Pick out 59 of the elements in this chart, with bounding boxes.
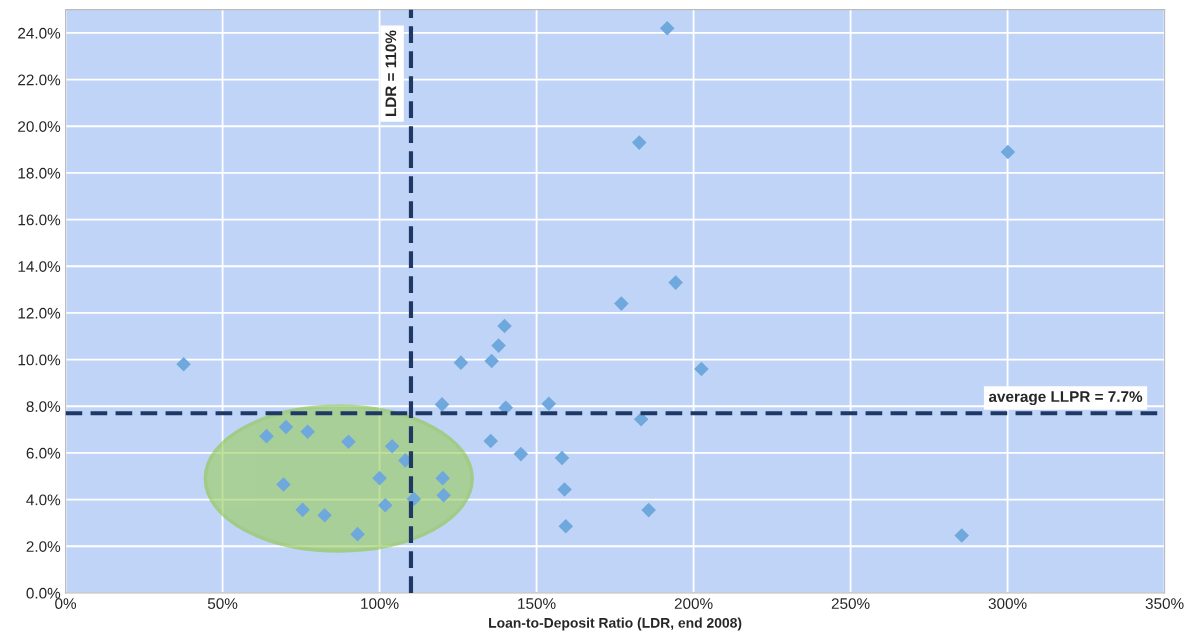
y-tick-label: 6.0% (26, 447, 61, 459)
point (384, 438, 400, 454)
point (484, 353, 499, 369)
x-axis-title: Loan-to-Deposit Ratio (LDR, end 2008) (489, 617, 742, 631)
point (434, 397, 450, 412)
point (317, 507, 332, 523)
point (436, 487, 451, 503)
x-tick-label: 50% (207, 598, 238, 610)
point (513, 446, 529, 462)
point (631, 135, 647, 150)
point (694, 361, 709, 377)
point (300, 424, 315, 439)
point (554, 450, 570, 466)
y-tick-label: 8.0% (26, 401, 61, 412)
point (372, 470, 387, 486)
point (491, 338, 506, 353)
point (278, 419, 294, 435)
point (1000, 144, 1016, 160)
point (497, 318, 512, 334)
point (341, 434, 356, 450)
point (483, 433, 499, 449)
point (406, 491, 422, 507)
point (435, 470, 450, 486)
y-tick-label: 24.0% (18, 27, 61, 39)
point (453, 355, 469, 370)
y-tick-label: 22.0% (18, 74, 61, 86)
x-tick-label: 200% (674, 598, 713, 610)
point (541, 396, 557, 411)
x-tick-label: 300% (988, 598, 1027, 610)
point (668, 275, 683, 290)
point (176, 356, 191, 372)
point (295, 502, 310, 518)
y-tick-label: 2.0% (26, 541, 61, 552)
point (276, 477, 291, 492)
y-tick-label: 16.0% (18, 214, 61, 226)
y-tick-label: 14.0% (18, 261, 61, 272)
y-tick-label: 18.0% (18, 167, 61, 179)
point (633, 412, 649, 427)
point (614, 296, 629, 311)
y-tick-label: 10.0% (18, 354, 61, 366)
point (558, 518, 574, 534)
point (659, 21, 675, 36)
point (350, 526, 365, 542)
point (557, 482, 572, 497)
point (954, 528, 970, 543)
x-tick-label: 350% (1145, 598, 1184, 610)
ref-line-label: average LLPR = 7.7% (988, 391, 1143, 406)
point (377, 497, 393, 513)
y-tick-label: 12.0% (18, 307, 61, 319)
x-tick-label: 100% (361, 598, 399, 610)
x-tick-label: 250% (831, 598, 870, 610)
y-tick-label: 0.0% (26, 587, 61, 599)
x-tick-label: 0% (55, 598, 77, 610)
ref-line-label: LDR = 110% (385, 30, 397, 117)
point (259, 428, 274, 444)
y-tick-label: 4.0% (26, 494, 61, 506)
y-tick-label: 20.0% (18, 121, 61, 132)
x-tick-label: 150% (518, 598, 556, 610)
point (641, 502, 656, 518)
